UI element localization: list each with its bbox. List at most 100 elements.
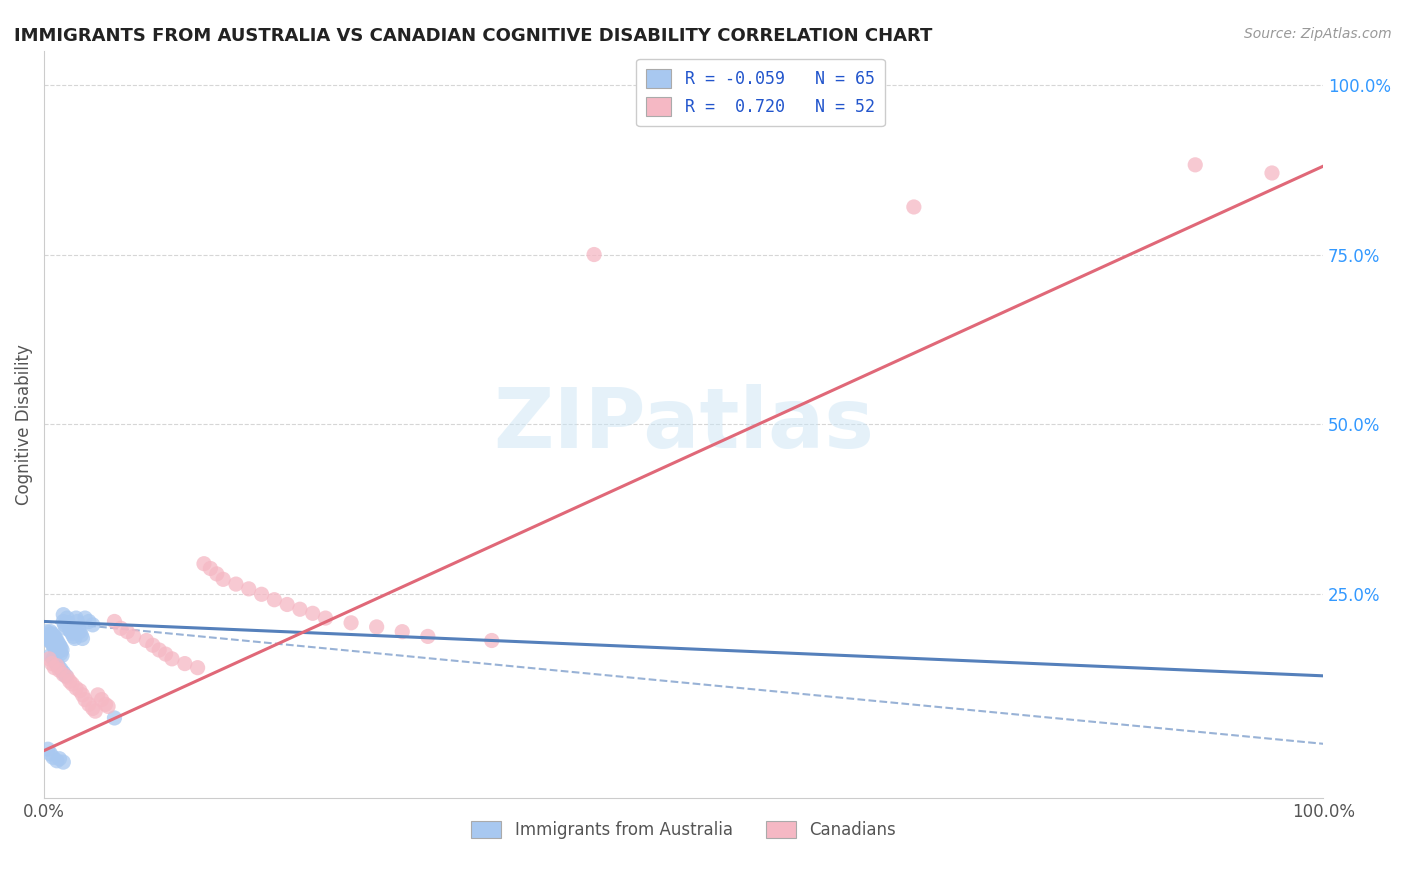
Canadians [583,247,606,261]
Immigrants from Australia [66,615,89,629]
Canadians [41,657,63,671]
Immigrants from Australia [103,711,125,725]
Immigrants from Australia [44,629,66,643]
Immigrants from Australia [48,643,70,657]
Canadians [142,638,165,652]
Immigrants from Australia [48,752,70,766]
Canadians [187,661,209,675]
Immigrants from Australia [55,669,77,683]
Canadians [48,664,70,678]
Immigrants from Australia [37,628,59,642]
Canadians [90,692,112,706]
Canadians [225,577,247,591]
Immigrants from Australia [42,632,65,647]
Immigrants from Australia [39,747,62,761]
Text: IMMIGRANTS FROM AUSTRALIA VS CANADIAN COGNITIVE DISABILITY CORRELATION CHART: IMMIGRANTS FROM AUSTRALIA VS CANADIAN CO… [14,27,932,45]
Canadians [212,572,235,586]
Canadians [193,557,215,571]
Immigrants from Australia [82,618,104,632]
Y-axis label: Cognitive Disability: Cognitive Disability [15,344,32,505]
Canadians [82,701,104,715]
Immigrants from Australia [41,636,63,650]
Immigrants from Australia [42,628,65,642]
Immigrants from Australia [39,648,62,663]
Immigrants from Australia [45,639,67,653]
Canadians [97,699,120,714]
Canadians [60,677,83,691]
Immigrants from Australia [35,624,58,639]
Canadians [263,592,285,607]
Immigrants from Australia [45,754,67,768]
Immigrants from Australia [60,626,83,640]
Canadians [205,566,228,581]
Canadians [903,200,925,214]
Immigrants from Australia [37,742,59,756]
Immigrants from Australia [77,615,100,629]
Canadians [481,633,503,648]
Immigrants from Australia [62,629,84,643]
Canadians [72,688,94,702]
Canadians [84,704,107,718]
Canadians [155,647,177,661]
Immigrants from Australia [56,611,79,625]
Canadians [160,652,183,666]
Immigrants from Australia [52,755,75,769]
Canadians [77,698,100,712]
Canadians [45,658,67,673]
Immigrants from Australia [45,632,67,646]
Canadians [366,620,388,634]
Immigrants from Australia [51,643,73,657]
Immigrants from Australia [45,637,67,651]
Canadians [288,602,311,616]
Immigrants from Australia [44,635,66,649]
Canadians [52,667,75,681]
Immigrants from Australia [46,658,69,673]
Immigrants from Australia [41,632,63,646]
Immigrants from Australia [42,652,65,666]
Immigrants from Australia [45,643,67,657]
Canadians [87,688,110,702]
Immigrants from Australia [42,750,65,764]
Text: ZIPatlas: ZIPatlas [494,384,875,465]
Immigrants from Australia [52,615,75,629]
Canadians [56,670,79,684]
Canadians [38,652,60,666]
Immigrants from Australia [37,632,59,646]
Canadians [1261,166,1284,180]
Immigrants from Australia [39,633,62,648]
Canadians [44,661,66,675]
Canadians [65,681,87,695]
Immigrants from Australia [38,633,60,648]
Canadians [250,587,273,601]
Canadians [69,683,91,698]
Canadians [416,629,439,643]
Immigrants from Australia [63,632,86,646]
Immigrants from Australia [52,665,75,680]
Immigrants from Australia [59,624,82,639]
Immigrants from Australia [45,655,67,669]
Immigrants from Australia [48,638,70,652]
Canadians [340,615,363,630]
Canadians [301,607,323,621]
Immigrants from Australia [41,626,63,640]
Immigrants from Australia [38,629,60,643]
Immigrants from Australia [69,624,91,639]
Canadians [117,624,139,639]
Immigrants from Australia [49,640,72,655]
Immigrants from Australia [70,628,93,642]
Immigrants from Australia [46,636,69,650]
Immigrants from Australia [55,621,77,635]
Immigrants from Australia [49,662,72,676]
Immigrants from Australia [49,647,72,661]
Legend: Immigrants from Australia, Canadians: Immigrants from Australia, Canadians [464,814,903,846]
Immigrants from Australia [39,629,62,643]
Canadians [103,615,125,629]
Canadians [315,611,337,625]
Immigrants from Australia [73,611,96,625]
Canadians [276,598,298,612]
Canadians [238,582,260,596]
Canadians [110,621,132,635]
Immigrants from Australia [67,621,90,635]
Immigrants from Australia [59,623,82,637]
Immigrants from Australia [58,615,80,630]
